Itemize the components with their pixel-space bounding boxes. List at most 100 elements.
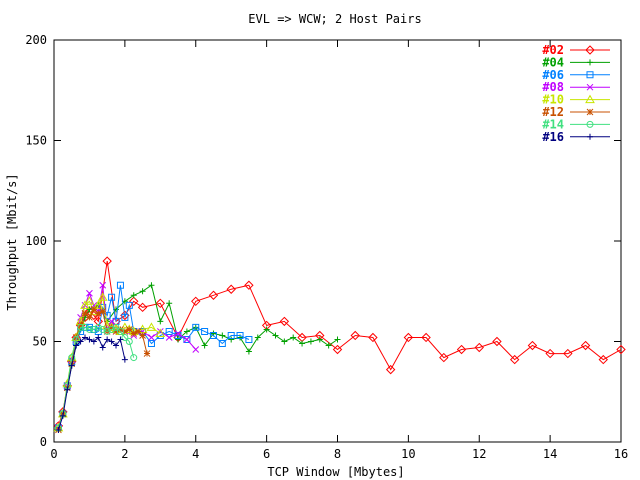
data-point bbox=[102, 256, 112, 266]
data-point bbox=[165, 334, 173, 341]
data-point bbox=[130, 292, 137, 299]
x-tick-label: 4 bbox=[192, 447, 199, 461]
y-tick-label: 0 bbox=[40, 435, 47, 449]
data-point bbox=[191, 296, 201, 307]
data-point bbox=[93, 316, 104, 327]
series-16 bbox=[55, 334, 128, 433]
data-point bbox=[121, 313, 129, 321]
data-point bbox=[585, 94, 595, 104]
data-point bbox=[130, 354, 138, 362]
data-point bbox=[59, 412, 66, 419]
data-point bbox=[73, 342, 80, 349]
data-point bbox=[116, 327, 124, 335]
data-point bbox=[325, 342, 332, 349]
x-tick-label: 8 bbox=[334, 447, 341, 461]
data-point bbox=[99, 281, 107, 289]
data-point bbox=[586, 71, 594, 79]
data-point bbox=[104, 336, 111, 343]
axis-ticks: 0 2 4 6 8 10 12 14 16 0 50 100 150 200 bbox=[25, 33, 628, 461]
data-point bbox=[97, 292, 108, 301]
data-point bbox=[130, 330, 138, 337]
series-line bbox=[57, 285, 197, 429]
data-point bbox=[94, 310, 102, 317]
legend-label: #04 bbox=[542, 55, 564, 69]
data-point bbox=[108, 293, 116, 301]
series-line bbox=[57, 326, 135, 429]
data-point bbox=[316, 336, 323, 343]
data-point bbox=[121, 333, 129, 341]
data-point bbox=[421, 332, 431, 343]
legend-label: #16 bbox=[542, 130, 564, 144]
legend-label: #02 bbox=[542, 43, 564, 57]
data-point bbox=[174, 330, 182, 337]
data-point bbox=[175, 336, 182, 343]
data-point bbox=[143, 350, 151, 357]
data-point bbox=[125, 301, 133, 309]
data-point bbox=[587, 59, 593, 66]
data-point bbox=[68, 362, 75, 369]
legend-label: #12 bbox=[542, 105, 564, 119]
data-point bbox=[117, 336, 124, 343]
data-point bbox=[290, 334, 297, 341]
data-point bbox=[272, 332, 279, 339]
series-line bbox=[57, 336, 126, 431]
data-point bbox=[55, 426, 62, 433]
data-point bbox=[99, 344, 106, 351]
legend-item: #16 bbox=[542, 130, 610, 144]
data-point bbox=[86, 314, 93, 321]
data-point bbox=[68, 354, 76, 362]
y-axis-label: Throughput [Mbit/s] bbox=[5, 173, 19, 310]
x-axis-label: TCP Window [Mbytes] bbox=[267, 465, 404, 479]
legend: #02#04#06#08#10#12#14#16 bbox=[542, 43, 610, 144]
legend-item: #12 bbox=[542, 105, 610, 119]
data-point bbox=[332, 344, 343, 355]
data-point bbox=[99, 325, 107, 333]
legend-item: #02 bbox=[542, 43, 610, 57]
x-tick-label: 10 bbox=[401, 447, 415, 461]
data-point bbox=[121, 328, 129, 335]
data-point bbox=[385, 364, 396, 375]
data-point bbox=[108, 318, 115, 325]
data-point bbox=[72, 335, 80, 343]
data-point bbox=[244, 280, 254, 290]
data-point bbox=[99, 307, 107, 315]
series-08 bbox=[55, 281, 200, 432]
data-point bbox=[209, 331, 217, 339]
data-point bbox=[125, 338, 133, 345]
data-point bbox=[456, 344, 467, 355]
data-point bbox=[474, 342, 484, 353]
data-point bbox=[192, 346, 200, 353]
y-tick-label: 50 bbox=[33, 335, 47, 349]
x-tick-label: 12 bbox=[472, 447, 486, 461]
data-point bbox=[81, 323, 89, 331]
data-point bbox=[85, 325, 93, 333]
legend-item: #06 bbox=[542, 68, 610, 82]
data-point bbox=[82, 334, 89, 341]
data-point bbox=[183, 336, 191, 343]
data-point bbox=[112, 328, 120, 335]
chart-title: EVL => WCW; 2 Host Pairs bbox=[248, 12, 421, 26]
data-point bbox=[95, 334, 102, 341]
data-point bbox=[113, 342, 120, 349]
x-tick-label: 6 bbox=[263, 447, 270, 461]
data-point bbox=[148, 282, 155, 289]
data-point bbox=[90, 338, 97, 345]
data-point bbox=[586, 120, 594, 128]
data-point bbox=[64, 386, 71, 393]
data-point bbox=[585, 45, 595, 55]
data-point bbox=[125, 326, 133, 333]
data-point bbox=[117, 326, 124, 333]
plot-frame bbox=[53, 39, 622, 443]
data-point bbox=[108, 338, 115, 345]
data-point bbox=[368, 332, 378, 343]
data-point bbox=[139, 288, 146, 295]
data-point bbox=[586, 108, 594, 116]
data-point bbox=[80, 300, 90, 309]
data-point bbox=[86, 289, 93, 297]
data-point bbox=[545, 348, 555, 359]
data-point bbox=[509, 354, 520, 365]
data-point bbox=[77, 323, 85, 331]
data-point bbox=[77, 322, 84, 329]
data-point bbox=[146, 322, 157, 331]
